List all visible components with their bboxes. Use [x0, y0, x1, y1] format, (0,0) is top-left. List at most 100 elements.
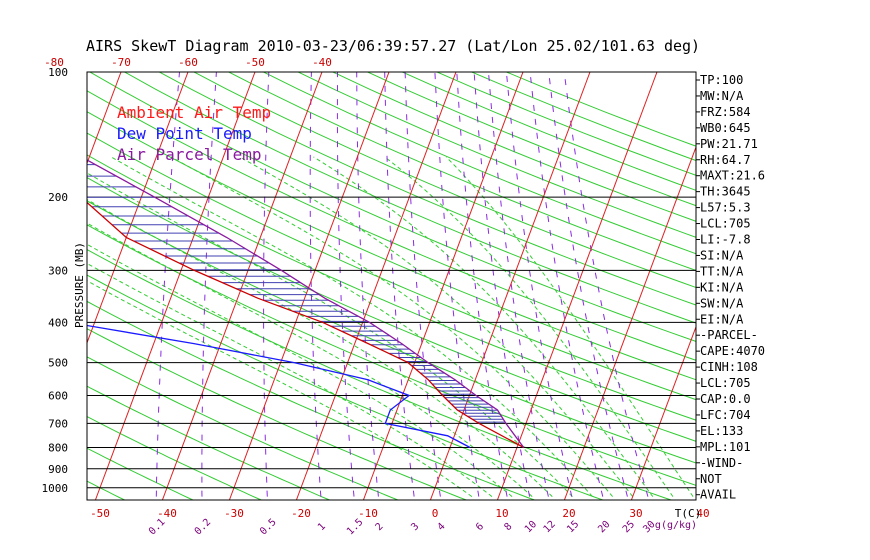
plot-frame: [86, 71, 697, 501]
chart-title: AIRS SkewT Diagram 2010-03-23/06:39:57.2…: [86, 37, 700, 55]
mixing-ratio-tick-label: 1: [316, 521, 328, 533]
bottom-temp-tick-label: -50: [90, 507, 110, 520]
dry-adiabat-line: [192, 72, 696, 289]
moist-adiabat-line: [87, 262, 493, 497]
index-label: -WIND-: [700, 456, 743, 470]
temp-unit-label: T(C): [675, 507, 702, 520]
mixing-ratio-tick-label: 3: [409, 521, 421, 533]
pressure-tick-label: 600: [48, 390, 68, 403]
bottom-temp-tick-label: -40: [157, 507, 177, 520]
isotherm-line: [87, 72, 189, 345]
index-label: -PARCEL-: [700, 328, 758, 342]
legend-entry: Air Parcel Temp: [117, 145, 262, 164]
mixing-ratio-line: [505, 72, 573, 497]
dry-adiabat-line: [87, 274, 603, 500]
isotherm-line: [295, 72, 457, 500]
index-label: CAP:0.0: [700, 392, 751, 406]
ambient-temp-line: [87, 201, 525, 449]
isotherm-line: [496, 72, 658, 500]
mixing-ratio-line: [336, 72, 355, 497]
top-temp-tick-label: -50: [245, 56, 265, 69]
pressure-tick-label: 500: [48, 357, 68, 370]
index-label: MAXT:21.6: [700, 169, 765, 183]
mixing-ratio-line: [201, 72, 217, 497]
pressure-tick-label: 1000: [42, 482, 69, 495]
index-label: TP:100: [700, 73, 743, 87]
mixing-ratio-line: [563, 72, 649, 497]
index-label: LCL:705: [700, 217, 751, 231]
isotherm-line: [563, 145, 696, 500]
index-label: CAPE:4070: [700, 344, 765, 358]
bottom-temp-tick-label: -20: [291, 507, 311, 520]
pressure-tick-label: 800: [48, 441, 68, 454]
mixing-ratio-line: [384, 72, 415, 497]
mixing-ratio-line: [155, 72, 180, 497]
isotherm-line: [87, 72, 122, 165]
index-label: SW:N/A: [700, 296, 744, 310]
dry-adiabat-line: [87, 480, 125, 500]
mixing-ratio-line: [473, 72, 531, 497]
pressure-tick-label: 700: [48, 417, 68, 430]
isotherm-line: [630, 325, 696, 500]
index-label: WB0:645: [700, 121, 751, 135]
index-label: EI:N/A: [700, 312, 744, 326]
mixing-ratio-line: [529, 72, 604, 497]
dry-adiabat-line: [331, 72, 696, 222]
moist-adiabat-line: [445, 156, 694, 497]
isotherm-line: [832, 72, 870, 500]
isotherm-line: [362, 72, 524, 500]
isotherm-line: [94, 72, 256, 500]
dry-adiabat-line: [470, 72, 696, 162]
dry-adiabat-line: [87, 111, 696, 381]
bottom-temp-tick-label: 0: [432, 507, 439, 520]
mixing-ratio-tick-label: 4: [436, 521, 448, 533]
index-label: NOT: [700, 472, 722, 486]
top-temp-tick-label: -40: [312, 56, 332, 69]
index-label: L57:5.3: [700, 201, 751, 215]
bottom-temp-tick-label: 10: [495, 507, 508, 520]
mixing-ratio-line: [309, 72, 322, 497]
dew-point-line: [87, 324, 471, 449]
index-label: KI:N/A: [700, 280, 744, 294]
mixing-ratio-tick-label: 20: [596, 519, 612, 535]
index-label: MW:N/A: [700, 89, 744, 103]
mixing-ratio-unit-label: g(g/kg): [655, 520, 697, 531]
index-label: TH:3645: [700, 185, 751, 199]
legend-entry: Ambient Air Temp: [117, 103, 271, 122]
isotherm-line: [429, 72, 591, 500]
mixing-ratio-line: [404, 72, 441, 497]
index-label: CINH:108: [700, 360, 758, 374]
mixing-ratio-line: [434, 72, 480, 497]
dry-adiabat-line: [88, 72, 696, 342]
mixing-ratio-tick-label: 15: [565, 519, 581, 535]
index-label: LI:-7.8: [700, 233, 751, 247]
moist-adiabat-line: [87, 198, 553, 497]
mixing-ratio-line: [548, 72, 628, 497]
top-temp-tick-label: -60: [178, 56, 198, 69]
dry-adiabat-line: [227, 72, 696, 271]
mixing-ratio-tick-label: 6: [474, 521, 486, 533]
isotherm-line: [161, 72, 323, 500]
bottom-temp-tick-label: 20: [562, 507, 575, 520]
mixing-ratio-tick-label: 0.2: [193, 517, 214, 538]
bottom-temp-tick-label: -30: [224, 507, 244, 520]
y-axis-label: PRESSURE (MB): [73, 242, 86, 328]
dry-adiabat-line: [87, 132, 696, 401]
mixing-ratio-tick-label: 12: [542, 519, 558, 535]
pressure-tick-label: 100: [48, 66, 68, 79]
dry-adiabat-line: [87, 385, 330, 500]
mixing-ratio-tick-label: 2: [374, 521, 386, 533]
dry-adiabat-line: [0, 63, 56, 500]
parcel-temp-line: [87, 159, 525, 448]
index-label: PW:21.71: [700, 137, 758, 151]
dry-adiabat-line: [87, 177, 696, 442]
pressure-tick-label: 200: [48, 191, 68, 204]
mixing-ratio-line: [456, 72, 508, 497]
index-label: MPL:101: [700, 440, 751, 454]
pressure-tick-label: 400: [48, 316, 68, 329]
index-label: LFC:704: [700, 408, 751, 422]
index-label: AVAIL: [700, 488, 736, 502]
mixing-ratio-tick-label: 10: [523, 519, 539, 535]
mixing-ratio-tick-label: 0.5: [258, 517, 279, 538]
